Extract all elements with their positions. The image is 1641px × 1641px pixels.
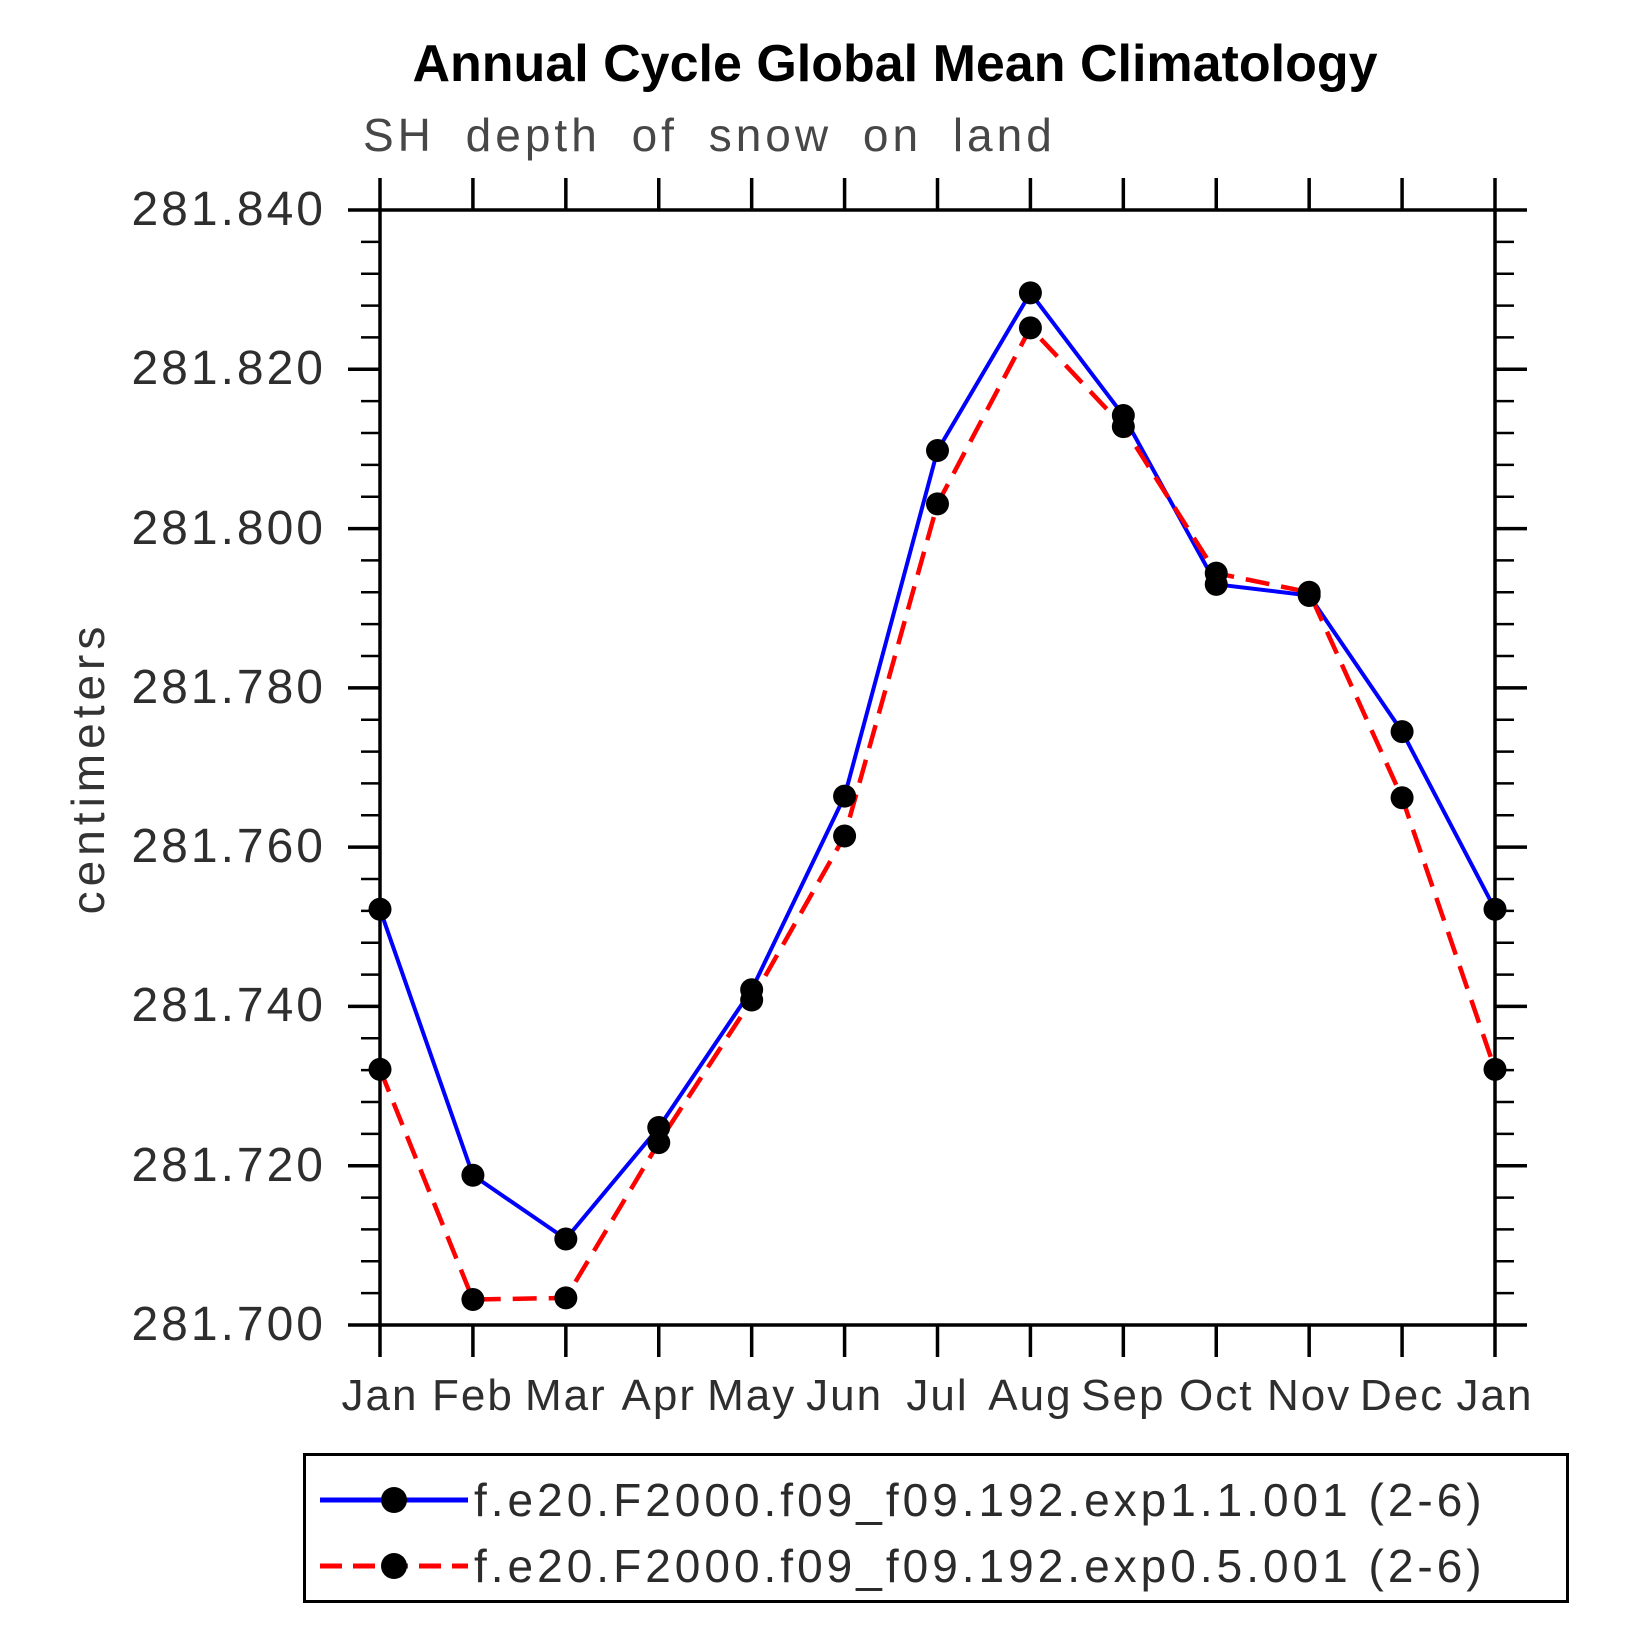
data-point-marker	[1390, 720, 1414, 744]
data-point-marker	[461, 1163, 485, 1187]
data-point-marker	[926, 492, 949, 516]
data-point-marker	[1483, 897, 1507, 921]
series-line-0	[378, 289, 1497, 1242]
x-tick-label: Apr	[621, 1371, 696, 1420]
plot-frame	[378, 208, 1497, 1327]
y-tick-label: 281.840	[131, 183, 326, 236]
data-point-marker	[554, 1286, 578, 1310]
legend-label: f.e20.F2000.f09_f09.192.exp0.5.001 (2-6)	[474, 1540, 1486, 1592]
x-tick-label: Aug	[988, 1371, 1073, 1420]
x-tick-label: Jan	[1456, 1371, 1534, 1420]
data-point-marker	[368, 1057, 392, 1081]
data-point-marker	[554, 1227, 578, 1251]
x-tick-label: Dec	[1359, 1371, 1445, 1420]
x-tick-label: Sep	[1081, 1371, 1166, 1420]
y-tick-label: 281.780	[131, 660, 326, 714]
x-tick-label: May	[707, 1371, 797, 1420]
chart-title: Annual Cycle Global Mean Climatology	[412, 35, 1378, 93]
data-point-marker	[1111, 415, 1135, 439]
data-point-marker	[368, 897, 392, 921]
legend-entry-exp0.5: f.e20.F2000.f09_f09.192.exp0.5.001 (2-6)	[318, 1542, 1486, 1590]
legend-marker-icon	[381, 1487, 407, 1513]
y-tick-label: 281.720	[131, 1138, 326, 1192]
x-tick-label: Nov	[1267, 1371, 1352, 1420]
x-tick-label: Oct	[1179, 1371, 1254, 1420]
data-point-marker	[1297, 580, 1321, 604]
y-tick-label: 281.700	[131, 1298, 326, 1351]
legend-marker-icon	[381, 1553, 407, 1579]
legend-line-sample-solid	[320, 1487, 468, 1513]
chart-subtitle: SH depth of snow on land	[363, 109, 1056, 161]
data-point-marker	[1390, 786, 1414, 810]
data-point-marker	[833, 824, 857, 848]
y-tick-label: 281.740	[131, 979, 326, 1033]
x-tick-label: Feb	[431, 1371, 514, 1420]
data-point-marker	[1018, 316, 1042, 340]
legend-line-sample-dashed	[320, 1553, 468, 1579]
y-tick-label: 281.820	[131, 342, 326, 396]
series-line-1	[377, 324, 1498, 1302]
data-point-marker	[833, 784, 857, 808]
legend-label: f.e20.F2000.f09_f09.192.exp1.1.001 (2-6)	[474, 1474, 1486, 1526]
data-point-marker	[926, 439, 949, 463]
data-point-marker	[1483, 1057, 1507, 1081]
x-tick-label: Mar	[524, 1371, 607, 1420]
data-point-marker	[647, 1131, 671, 1155]
legend-entry-exp1: f.e20.F2000.f09_f09.192.exp1.1.001 (2-6)	[318, 1476, 1486, 1524]
data-point-marker	[1204, 561, 1228, 585]
y-tick-label: 281.760	[131, 820, 326, 874]
legend: f.e20.F2000.f09_f09.192.exp1.1.001 (2-6)…	[303, 1453, 1569, 1603]
data-point-marker	[461, 1288, 485, 1312]
data-point-marker	[1018, 281, 1042, 305]
data-point-marker	[740, 988, 764, 1012]
x-tick-label: Jun	[806, 1371, 884, 1420]
x-tick-label: Jul	[906, 1371, 969, 1420]
x-tick-label: Jan	[341, 1371, 419, 1420]
y-tick-label: 281.800	[131, 501, 326, 555]
